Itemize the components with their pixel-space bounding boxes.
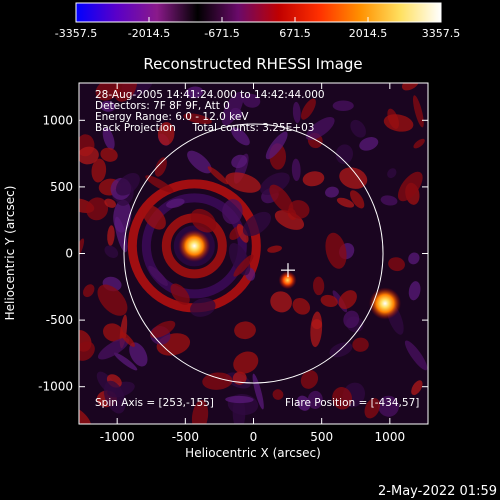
solar-limb-circle — [123, 123, 384, 384]
colorbar-tick-label: 3357.5 — [422, 27, 461, 40]
colorbar-tick-label: -671.5 — [204, 27, 239, 40]
x-tick-label: 0 — [250, 430, 258, 444]
y-axis-ticks: 1000 500 0 -500 -1000 — [38, 113, 428, 394]
y-tick-label: -1000 — [38, 380, 73, 394]
info-line-method: Back Projection Total counts: 3.25E+03 — [95, 122, 314, 134]
spin-axis-marker — [280, 263, 295, 278]
bright-source — [369, 287, 402, 320]
x-tick-label: -500 — [172, 430, 199, 444]
x-tick-label: 500 — [310, 430, 333, 444]
bright-source — [278, 271, 297, 290]
colorbar-ticks: -3357.5 -2014.5 -671.5 671.5 2014.5 3357.5 — [55, 17, 460, 40]
y-tick-label: 1000 — [42, 113, 73, 127]
info-line-energy: Energy Range: 6.0 - 12.0 keV — [95, 111, 249, 123]
info-line-detectors: Detectors: 7F 8F 9F, Att 0 — [95, 100, 230, 112]
y-tick-label: 500 — [50, 180, 73, 194]
footer-timestamp: 2-May-2022 01:59 — [378, 484, 497, 499]
bright-sources — [178, 229, 402, 320]
plot-title: Reconstructed RHESSI Image — [143, 55, 362, 73]
colorbar — [75, 2, 442, 23]
y-tick-label: -500 — [46, 313, 73, 327]
x-tick-label: -1000 — [100, 430, 135, 444]
y-axis-label: Heliocentric Y (arcsec) — [3, 186, 17, 321]
image-texture — [79, 83, 428, 424]
colorbar-tick-label: -2014.5 — [128, 27, 170, 40]
image-area — [79, 83, 428, 424]
y-tick-label: 0 — [65, 247, 73, 261]
spin-axis-label: Spin Axis = [253,-155] — [95, 397, 214, 409]
info-line-time: 28-Aug-2005 14:41:24.000 to 14:42:44.000 — [95, 89, 325, 101]
colorbar-tick-label: 2014.5 — [349, 27, 388, 40]
colorbar-tick-label: 671.5 — [279, 27, 311, 40]
x-tick-label: 1000 — [375, 430, 406, 444]
x-axis-label: Heliocentric X (arcsec) — [185, 446, 321, 460]
bright-source — [178, 229, 211, 262]
flare-position-label: Flare Position = [-434,57] — [285, 397, 419, 409]
x-axis-ticks: -1000 -500 0 500 1000 — [100, 83, 405, 444]
colorbar-tick-label: -3357.5 — [55, 27, 97, 40]
